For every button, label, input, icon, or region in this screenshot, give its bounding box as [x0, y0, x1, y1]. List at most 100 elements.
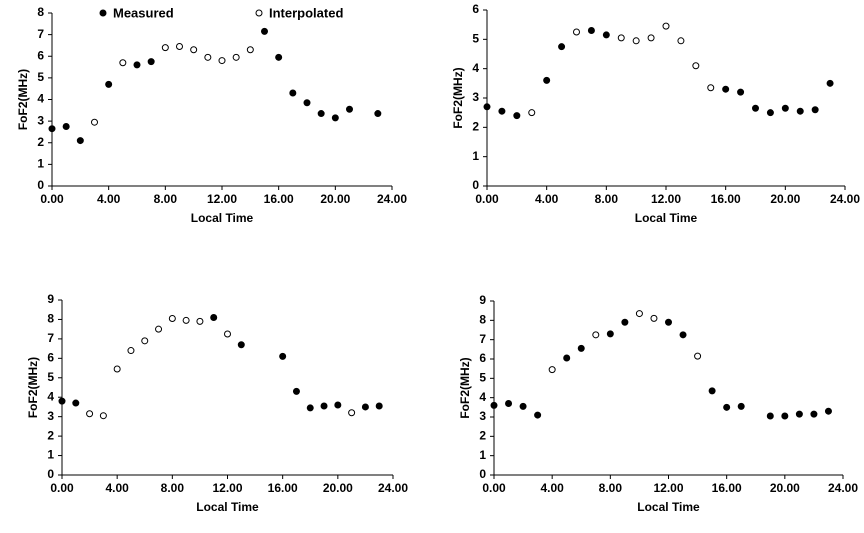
data-point	[647, 34, 655, 42]
data-point	[48, 125, 56, 133]
y-tick-label: 5	[47, 370, 54, 384]
data-point	[752, 104, 759, 112]
y-tick-label: 8	[37, 5, 44, 19]
x-tick-label: 16.00	[712, 481, 742, 495]
x-tick-label: 8.00	[599, 481, 623, 495]
y-tick-label: 8	[47, 312, 54, 326]
data-point	[141, 337, 149, 345]
y-tick-label: 0	[472, 178, 479, 192]
x-tick-label: 20.00	[770, 192, 800, 206]
data-point	[261, 27, 268, 35]
data-point	[275, 53, 283, 61]
data-point	[707, 84, 715, 92]
y-tick-label: 0	[37, 178, 44, 192]
data-point	[317, 110, 325, 118]
data-point	[662, 22, 670, 30]
data-point	[58, 397, 66, 405]
y-tick-label: 3	[472, 90, 479, 104]
data-point	[781, 104, 789, 112]
data-point	[606, 330, 614, 338]
data-point	[587, 27, 595, 35]
data-point	[62, 123, 70, 131]
data-point	[548, 366, 556, 374]
y-axis-title: FoF2(MHz)	[458, 357, 472, 418]
data-point	[679, 331, 687, 339]
data-point	[519, 402, 527, 410]
data-point	[334, 401, 342, 409]
x-tick-label: 4.00	[105, 481, 129, 495]
x-axis-title: Local Time	[637, 500, 700, 514]
x-tick-label: 20.00	[770, 481, 800, 495]
x-tick-label: 20.00	[320, 192, 350, 206]
y-tick-label: 9	[479, 293, 486, 307]
data-point	[119, 59, 127, 67]
y-tick-label: 5	[479, 371, 486, 385]
y-tick-label: 5	[472, 32, 479, 46]
data-point	[577, 344, 585, 352]
x-axis-title: Local Time	[191, 211, 254, 225]
y-tick-label: 8	[479, 313, 486, 327]
y-tick-label: 7	[479, 332, 486, 346]
data-point	[563, 354, 571, 362]
x-tick-label: 0.00	[482, 481, 506, 495]
data-point	[635, 310, 643, 318]
data-point	[723, 403, 731, 411]
data-point	[795, 410, 803, 418]
y-tick-label: 1	[47, 448, 54, 462]
x-tick-label: 24.00	[377, 192, 407, 206]
data-point	[498, 107, 506, 115]
data-point	[72, 399, 80, 407]
data-point	[320, 402, 328, 410]
data-point	[331, 114, 339, 122]
y-tick-label: 1	[479, 448, 486, 462]
y-tick-label: 3	[479, 409, 486, 423]
data-point	[176, 43, 183, 51]
data-point	[127, 347, 135, 355]
data-point	[246, 46, 254, 54]
legend-label: Measured	[113, 5, 174, 20]
data-point	[796, 107, 804, 115]
x-tick-label: 24.00	[378, 481, 408, 495]
y-tick-label: 3	[47, 409, 54, 423]
y-tick-label: 2	[472, 120, 479, 134]
y-tick-label: 6	[47, 351, 54, 365]
data-point	[617, 34, 625, 42]
y-tick-label: 0	[479, 467, 486, 481]
data-point	[76, 137, 84, 145]
data-point	[348, 409, 356, 417]
data-point	[292, 387, 300, 395]
y-tick-label: 2	[47, 428, 54, 442]
data-point	[147, 58, 155, 66]
data-point	[781, 412, 789, 420]
x-tick-label: 8.00	[595, 192, 619, 206]
data-point	[573, 28, 580, 36]
data-point	[543, 76, 551, 84]
data-point	[113, 365, 121, 373]
x-tick-label: 16.00	[268, 481, 298, 495]
data-point	[826, 79, 834, 87]
data-point	[86, 410, 94, 418]
y-tick-label: 4	[479, 390, 486, 404]
data-point	[692, 62, 700, 70]
y-tick-label: 7	[37, 27, 44, 41]
data-point	[204, 53, 212, 61]
data-point	[232, 53, 240, 61]
y-tick-label: 4	[37, 92, 44, 106]
data-point	[766, 109, 774, 117]
data-point	[810, 410, 818, 418]
data-point	[665, 318, 672, 326]
data-point	[237, 341, 245, 349]
y-tick-label: 9	[47, 292, 54, 306]
data-point	[621, 318, 629, 326]
x-axis-title: Local Time	[635, 211, 698, 225]
data-point	[677, 37, 685, 45]
data-point	[210, 314, 218, 321]
y-tick-label: 3	[37, 113, 44, 127]
data-point	[303, 99, 311, 107]
y-tick-label: 4	[47, 389, 54, 403]
x-tick-label: 8.00	[154, 192, 178, 206]
data-point	[196, 317, 204, 325]
data-point	[483, 103, 491, 111]
data-point	[632, 37, 640, 45]
y-tick-label: 1	[37, 157, 44, 171]
